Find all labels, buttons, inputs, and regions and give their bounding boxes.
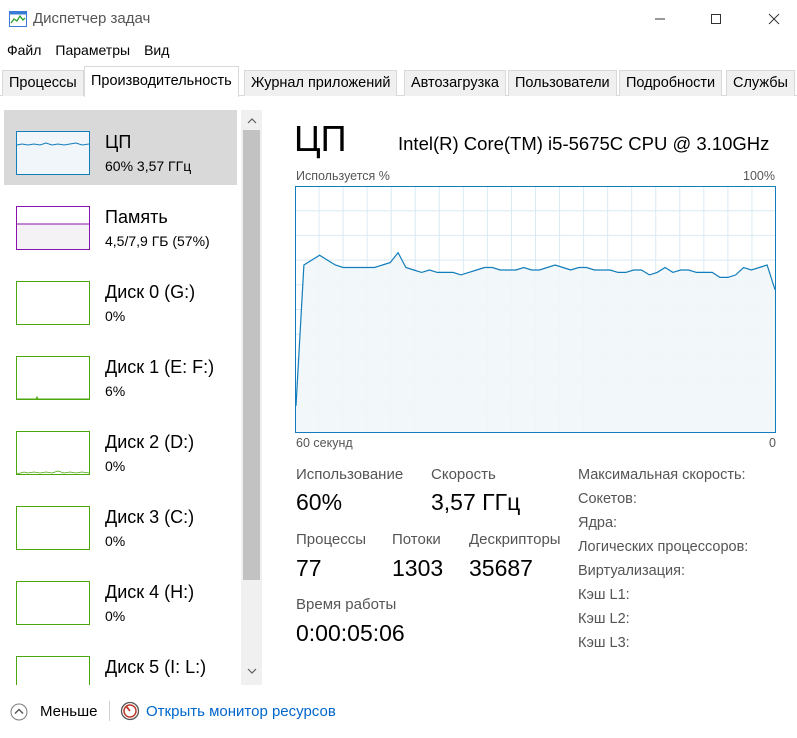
task-manager-icon [9,11,27,27]
spec-cores: Ядра: [578,515,618,531]
cpu-usage-area [296,252,775,433]
speed-label: Скорость [431,466,496,483]
spec-l1-cache: Кэш L1: [578,587,630,603]
handles-value: 35687 [469,555,533,581]
resource-title: Диск 1 (E: F:) [105,357,215,377]
scroll-down-button[interactable] [241,662,262,680]
scroll-up-button[interactable] [241,112,262,130]
maximize-icon [711,14,721,24]
minimize-icon [655,18,665,20]
tab-details[interactable]: Подробности [619,70,723,96]
resource-list-scrollbar[interactable] [241,110,262,685]
processes-label: Процессы [296,531,367,548]
processes-value: 77 [296,555,322,581]
tab-bar: Процессы Производительность Журнал прило… [0,66,797,97]
resource-item-disk-1[interactable]: Диск 1 (E: F:) 6% [4,335,237,410]
memory-thumbnail [16,206,90,250]
fewer-details-button[interactable]: Меньше [40,703,98,720]
disk-thumbnail [16,506,90,550]
spec-l3-cache: Кэш L3: [578,635,630,651]
chevron-up-icon [247,118,256,124]
handles-label: Дескрипторы [469,531,561,548]
resource-item-disk-4[interactable]: Диск 4 (H:) 0% [4,560,237,635]
resource-subtitle: 0% [105,683,125,685]
disk-thumbnail [16,656,90,685]
threads-label: Потоки [392,531,441,548]
spec-virtualization: Виртуализация: [578,563,686,579]
threads-value: 1303 [392,555,444,581]
menu-view[interactable]: Вид [144,42,170,58]
menu-options[interactable]: Параметры [55,42,131,58]
tab-app-history[interactable]: Журнал приложений [244,70,398,96]
resource-title: Диск 3 (C:) [105,507,195,527]
graph-axis-time-label: 60 секунд [296,436,353,450]
speed-value: 3,57 ГГц [431,489,521,515]
resource-item-disk-2[interactable]: Диск 2 (D:) 0% [4,410,237,485]
title-bar: Диспетчер задач [0,0,797,38]
usage-value: 60% [296,489,343,515]
cpu-thumbnail [16,131,90,175]
disk-thumbnail [16,431,90,475]
resource-item-disk-5[interactable]: Диск 5 (I: L:) 0% [4,635,237,685]
menu-bar: Файл Параметры Вид [0,38,176,64]
graph-axis-zero-label: 0 [769,436,776,450]
resource-subtitle: 0% [105,533,126,549]
cpu-usage-graph [295,186,776,433]
cpu-model-name: Intel(R) Core(TM) i5-5675C CPU @ 3.10GHz [398,133,770,154]
tab-startup[interactable]: Автозагрузка [404,70,506,96]
scroll-thumb[interactable] [243,130,260,580]
cpu-heading: ЦП [294,118,347,159]
resource-item-cpu[interactable]: ЦП 60% 3,57 ГГц [4,110,237,185]
spec-max-speed: Максимальная скорость: [578,467,746,483]
resource-subtitle: 0% [105,608,126,624]
resource-item-memory[interactable]: Память 4,5/7,9 ГБ (57%) [4,185,237,260]
collapse-chevron-icon[interactable] [10,703,28,721]
tab-services[interactable]: Службы [726,70,795,96]
maximize-button[interactable] [693,0,739,38]
resource-list: ЦП 60% 3,57 ГГц Память 4,5/7,9 ГБ (57%) … [0,97,262,685]
disk-thumbnail [16,356,90,400]
resource-title: Память [105,207,168,227]
spec-sockets: Сокетов: [578,491,637,507]
window-title: Диспетчер задач [33,10,151,27]
resource-subtitle: 0% [105,308,126,324]
resource-title: Диск 4 (H:) [105,582,195,602]
resource-subtitle: 60% 3,57 ГГц [105,158,192,174]
close-icon [768,13,780,25]
uptime-value: 0:00:05:06 [296,620,405,646]
spec-logical-processors: Логических процессоров: [578,539,749,555]
usage-label: Использование [296,466,404,483]
spec-l2-cache: Кэш L2: [578,611,630,627]
menu-file[interactable]: Файл [7,42,42,58]
resource-title: Диск 0 (G:) [105,282,196,302]
cpu-usage-line [295,251,776,406]
resource-subtitle: 0% [105,458,126,474]
footer-bar: Меньше Открыть монитор ресурсов [0,686,797,738]
resource-title: Диск 5 (I: L:) [105,657,207,677]
resource-title: ЦП [105,132,132,152]
graph-label-max: 100% [743,169,775,183]
resource-title: Диск 2 (D:) [105,432,195,452]
resource-subtitle: 6% [105,383,126,399]
disk-thumbnail [16,281,90,325]
tab-users[interactable]: Пользователи [508,70,617,96]
open-resource-monitor-link[interactable]: Открыть монитор ресурсов [146,703,336,720]
minimize-button[interactable] [637,0,683,38]
disk-thumbnail [16,581,90,625]
resource-monitor-icon [120,701,140,721]
tab-processes[interactable]: Процессы [2,70,84,96]
close-button[interactable] [751,0,797,38]
graph-border [295,186,776,433]
resource-subtitle: 4,5/7,9 ГБ (57%) [105,233,210,249]
resource-item-disk-0[interactable]: Диск 0 (G:) 0% [4,260,237,335]
footer-divider [109,701,110,721]
resource-item-disk-3[interactable]: Диск 3 (C:) 0% [4,485,237,560]
chevron-down-icon [247,668,256,674]
tab-performance[interactable]: Производительность [84,66,239,97]
graph-label-usage: Используется % [296,169,390,183]
uptime-label: Время работы [296,596,397,613]
